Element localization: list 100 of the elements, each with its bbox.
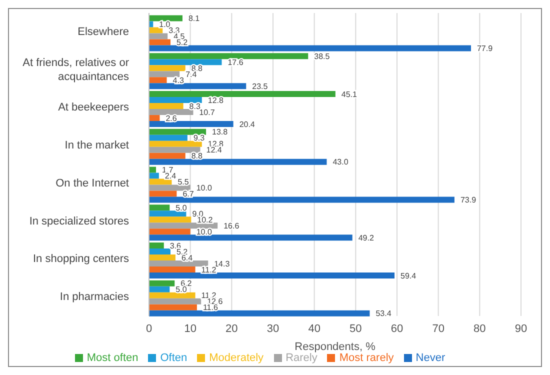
bar — [149, 234, 352, 241]
bar — [149, 178, 172, 185]
bar — [149, 45, 471, 52]
data-label: 8.3 — [189, 102, 201, 111]
bar — [149, 248, 170, 255]
bar — [149, 310, 370, 316]
bar — [149, 210, 186, 217]
data-label: 73.9 — [460, 196, 477, 205]
data-label: 20.4 — [239, 120, 256, 129]
bar — [149, 298, 202, 304]
legend-label: Moderately — [209, 352, 264, 364]
data-label: 5.5 — [178, 178, 190, 187]
bar — [149, 286, 170, 292]
bar — [149, 15, 182, 22]
data-label: 10.0 — [196, 184, 212, 193]
data-label: 9.3 — [193, 134, 206, 143]
data-label: 2.4 — [164, 172, 177, 181]
data-label: 5.2 — [176, 38, 188, 48]
y-tick-label: At friends, relatives or acquaintances — [22, 56, 130, 83]
bar — [149, 184, 190, 191]
bar — [149, 53, 308, 60]
y-tick-label: Elsewhere — [78, 26, 129, 38]
bar — [149, 216, 192, 223]
bar — [149, 272, 395, 279]
data-label: 12.8 — [208, 96, 224, 105]
data-label: 5.0 — [176, 203, 188, 212]
bar — [149, 134, 188, 141]
bar — [149, 152, 186, 159]
legend-label: Never — [416, 352, 446, 364]
x-tick-label: 90 — [514, 322, 528, 335]
bar — [149, 27, 163, 34]
bar — [149, 128, 206, 135]
bar — [149, 222, 218, 229]
bar — [149, 292, 196, 298]
bar — [149, 158, 327, 165]
data-label: 14.3 — [214, 259, 230, 268]
data-label: 8.8 — [191, 152, 204, 161]
data-label: 5.0 — [176, 285, 188, 294]
y-tick-label: At beekeepers — [58, 102, 130, 114]
bar — [149, 196, 454, 203]
data-label: 12.4 — [206, 146, 222, 155]
bar — [149, 115, 160, 122]
x-tick-label: 30 — [266, 322, 280, 335]
bar — [149, 280, 175, 286]
data-label: 11.6 — [202, 303, 218, 312]
bar — [149, 103, 184, 110]
data-label: 59.4 — [400, 271, 417, 280]
bar — [149, 228, 190, 235]
bar — [149, 266, 196, 273]
bar — [149, 83, 246, 90]
bar — [149, 121, 234, 128]
bar — [149, 39, 170, 46]
data-label: 13.8 — [212, 128, 228, 137]
data-label: 10.7 — [199, 108, 216, 117]
data-label: 10.0 — [196, 227, 212, 236]
legend-label: Most rarely — [339, 352, 394, 364]
data-label: 45.1 — [341, 90, 358, 99]
x-tick-label: 60 — [390, 322, 404, 335]
bar — [149, 242, 164, 249]
data-label: 77.9 — [476, 44, 494, 54]
data-label: 53.4 — [376, 309, 392, 318]
x-tick-label: 80 — [474, 322, 486, 335]
data-label: 6.7 — [182, 190, 194, 199]
bar — [149, 71, 180, 78]
legend-label: Often — [160, 352, 188, 364]
bar — [149, 146, 200, 153]
bar — [149, 91, 336, 98]
bar — [149, 304, 197, 310]
data-label: 43.0 — [332, 158, 349, 167]
x-tick-label: 10 — [184, 322, 196, 335]
data-label: 1.0 — [159, 20, 171, 30]
data-label: 17.6 — [228, 58, 244, 67]
bar — [149, 109, 194, 116]
x-axis-title: Respondents, % — [294, 341, 376, 353]
bar — [149, 97, 202, 104]
data-label: 4.3 — [172, 76, 184, 85]
y-tick-label: On the Internet — [56, 177, 129, 190]
bar — [149, 204, 170, 211]
bar — [149, 172, 159, 179]
bar — [149, 65, 186, 72]
bar — [149, 140, 202, 147]
x-tick-label: 70 — [432, 322, 444, 335]
y-tick-label: In the market — [64, 140, 129, 152]
x-tick-label: 20 — [226, 322, 238, 335]
x-tick-label: 0 — [146, 322, 152, 335]
bar — [149, 190, 177, 197]
data-label: 23.5 — [252, 82, 268, 91]
data-label: 49.2 — [358, 233, 374, 242]
y-tick-label: In pharmacies — [60, 291, 130, 304]
bar — [149, 59, 222, 66]
legend-label: Most often — [86, 352, 138, 364]
y-tick-label: In specialized stores — [29, 215, 130, 228]
data-label: 11.2 — [201, 265, 217, 274]
bar — [149, 260, 208, 267]
data-label: 8.1 — [188, 14, 200, 24]
x-tick-label: 40 — [308, 322, 320, 335]
bar — [149, 166, 156, 173]
data-label: 16.6 — [224, 221, 240, 230]
legend-label: Rarely — [286, 352, 318, 364]
data-label: 38.5 — [314, 52, 330, 61]
